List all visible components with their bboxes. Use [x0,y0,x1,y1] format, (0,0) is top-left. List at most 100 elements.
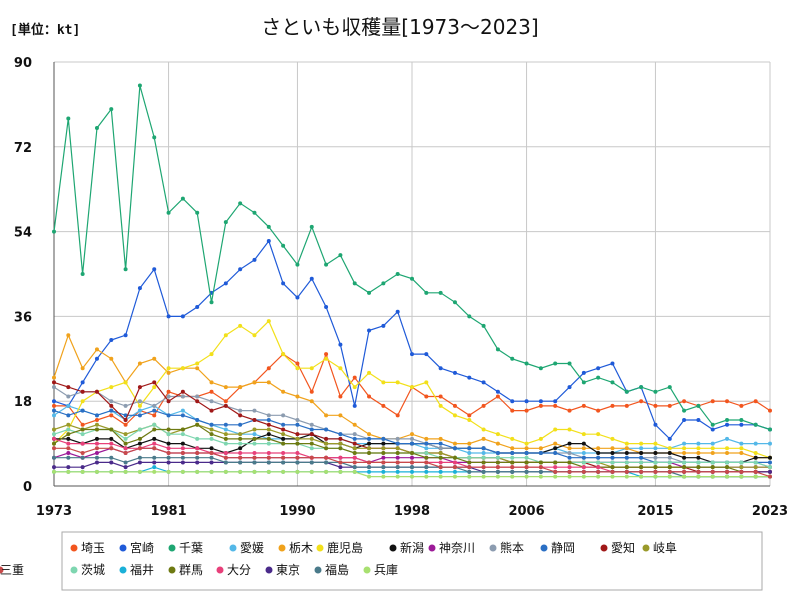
data-point [180,432,185,437]
data-point [567,465,572,470]
data-point [696,418,701,423]
data-point [180,389,185,394]
data-point [438,290,443,295]
data-point [424,451,429,456]
data-point [753,469,758,474]
data-point [324,262,329,267]
legend-label: 千葉 [179,541,203,555]
data-point [538,403,543,408]
data-point [467,451,472,456]
data-point [66,413,71,418]
data-point [94,441,99,446]
data-point [581,432,586,437]
data-point [710,446,715,451]
data-point [424,290,429,295]
data-point [367,328,372,333]
data-point [624,455,629,460]
data-point [137,436,142,441]
data-point [768,455,772,460]
data-point [467,446,472,451]
data-point [66,432,71,437]
data-point [266,432,271,437]
data-point [725,436,730,441]
data-point [281,352,286,357]
legend-label: 大分 [227,563,251,577]
data-point [123,465,128,470]
data-point [367,451,372,456]
data-point [209,436,214,441]
data-point [753,441,758,446]
data-point [410,352,414,357]
data-point [66,427,71,432]
data-point [80,422,85,427]
data-point [424,474,429,479]
data-point [639,385,644,390]
data-point [209,460,214,465]
legend-box [61,531,763,591]
data-point [324,446,329,451]
data-point [252,432,257,437]
data-point [438,469,443,474]
data-point [510,465,515,470]
data-point [52,413,56,418]
data-point [467,455,472,460]
data-point [295,455,300,460]
data-point [180,314,185,319]
data-point [195,460,200,465]
data-point [266,418,271,423]
data-point [238,446,243,451]
data-point [137,286,142,291]
data-point [481,380,486,385]
data-point [238,323,243,328]
data-point [481,451,486,456]
data-point [195,418,200,423]
data-point [152,267,157,272]
data-point [682,451,687,456]
data-point [624,451,629,456]
legend-marker [389,544,397,552]
data-point [94,427,99,432]
x-tick-label: 1973 [36,504,72,519]
data-point [94,389,99,394]
data-point [252,460,257,465]
data-point [424,394,429,399]
data-point [238,451,243,456]
data-point [596,451,601,456]
data-point [309,455,314,460]
data-point [166,399,171,404]
data-point [524,399,529,404]
data-point [180,394,185,399]
legend-item: 愛知 [600,541,635,555]
legend-item: 宮崎 [119,540,154,555]
data-point [395,465,400,470]
data-point [137,413,142,418]
data-point [696,451,701,456]
data-point [452,370,457,375]
data-point [209,432,214,437]
data-point [610,403,615,408]
legend-marker [428,544,436,552]
data-point [581,455,586,460]
data-point [80,408,85,413]
data-point [238,385,243,390]
data-point [238,469,243,474]
legend-item: 神奈川 [428,541,475,555]
data-point [52,385,56,390]
data-point [610,460,615,465]
series-14 [52,422,772,474]
data-point [94,347,99,352]
data-point [538,451,543,456]
data-point [381,455,386,460]
data-point [338,394,343,399]
data-point [495,389,500,394]
data-point [696,441,701,446]
data-point [52,436,56,441]
data-point [710,427,715,432]
data-point [581,451,586,456]
data-point [152,408,157,413]
data-point [395,413,400,418]
data-point [223,403,228,408]
legend-item: 愛媛 [229,541,264,555]
data-point [223,399,228,404]
data-point [109,427,114,432]
